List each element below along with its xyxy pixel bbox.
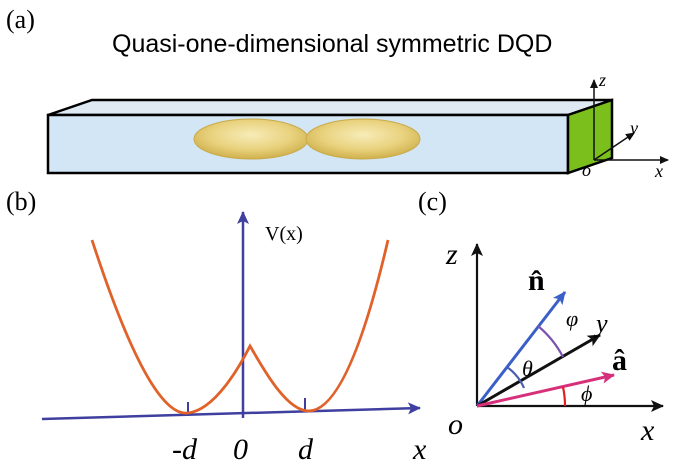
quantum-dot-right [305, 118, 421, 160]
panel-a-z-label: z [598, 70, 606, 90]
panel-a-x-label: x [654, 161, 663, 181]
varphi-arc [537, 325, 564, 358]
varphi-label: φ [566, 306, 578, 331]
tick-label-zero: 0 [233, 433, 248, 466]
panel-a-y-axis [593, 132, 635, 161]
panel-b: (b) V(x) -d 0 d x [6, 187, 427, 466]
nanowire-box [46, 98, 614, 175]
panel-a-origin-label: o [582, 160, 591, 180]
panel-a-axes: z y x o [582, 70, 669, 181]
double-well-potential-curve [90, 239, 390, 415]
n-hat-label: n̂ [528, 264, 545, 297]
potential-v-label: V(x) [265, 223, 303, 245]
panel-c-z-label: z [445, 238, 458, 271]
phi-arc [561, 386, 567, 407]
panel-a: (a) Quasi-one-dimensional symmetric DQD … [6, 5, 669, 181]
a-hat-vector [476, 371, 615, 408]
y-axis-vector [476, 333, 601, 408]
tick-label-d: d [298, 433, 314, 466]
panel-a-label: (a) [6, 5, 35, 34]
theta-arc [506, 366, 526, 389]
potential-x-label: x [412, 433, 427, 466]
a-hat-label: â [612, 344, 627, 377]
phi-label: ϕ [581, 381, 592, 406]
potential-x-axis [41, 402, 421, 421]
panel-c-x-label: x [640, 414, 655, 447]
theta-label: θ [522, 356, 533, 381]
nanowire-top-face [47, 98, 613, 117]
tick-label-minus-d: -d [172, 433, 198, 466]
quantum-dot-left [193, 118, 309, 160]
panel-c-label: (c) [418, 187, 447, 216]
n-hat-vector [475, 291, 567, 407]
panel-a-title: Quasi-one-dimensional symmetric DQD [112, 30, 552, 58]
panel-c: (c) z x y o n̂ â θ φ ϕ [418, 187, 664, 447]
panel-c-origin-label: o [448, 408, 463, 441]
panel-b-label: (b) [6, 187, 36, 216]
panel-c-y-label: y [593, 309, 608, 338]
panel-a-y-label: y [628, 118, 638, 138]
